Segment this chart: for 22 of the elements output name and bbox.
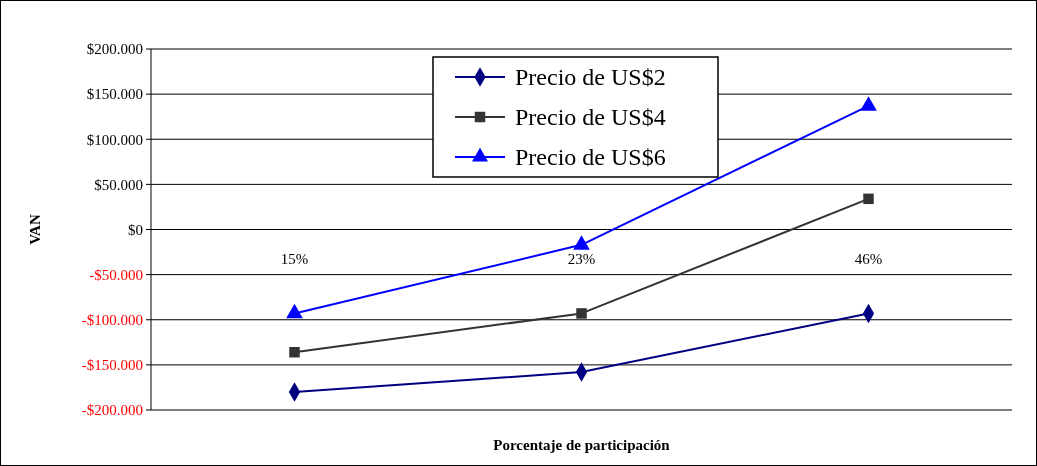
y-tick-label: $0: [128, 221, 143, 238]
point: [576, 308, 587, 319]
legend-label: Precio de US$4: [515, 104, 666, 131]
x-tick-label: 23%: [567, 250, 596, 267]
point: [860, 96, 877, 111]
point: [573, 235, 590, 250]
y-tick-label: -$150.000: [81, 357, 143, 374]
x-tick-label: 15%: [280, 250, 309, 267]
legend-label: Precio de US$2: [515, 64, 666, 91]
y-tick-label: -$50.000: [89, 266, 143, 283]
x-tick-label: 46%: [854, 250, 883, 267]
y-tick-label: -$200.000: [81, 402, 143, 419]
point: [289, 347, 300, 358]
y-axis-title: VAN: [27, 214, 43, 245]
y-tick-label: -$100.000: [81, 312, 143, 328]
y-tick-label: $50.000: [94, 176, 143, 193]
x-axis-title: Porcentaje de participación: [493, 437, 671, 453]
point: [863, 193, 874, 205]
y-tick-label: $200.000: [86, 41, 143, 58]
legend-label: Precio de US$6: [515, 144, 666, 171]
y-tick-label: $150.000: [86, 86, 143, 103]
y-tick-label: $100.000: [86, 131, 143, 148]
